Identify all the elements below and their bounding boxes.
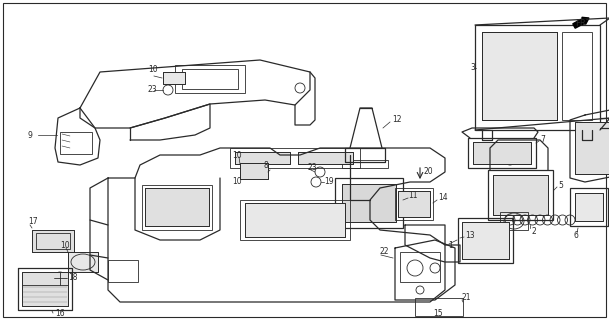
Bar [145, 188, 209, 226]
Bar [240, 163, 268, 179]
Bar [482, 32, 557, 120]
Bar [32, 230, 74, 252]
Bar [335, 178, 403, 228]
Bar [462, 222, 509, 259]
Text: 16: 16 [55, 309, 65, 318]
Text: 21: 21 [462, 293, 471, 302]
Bar [473, 142, 531, 164]
Bar [108, 260, 138, 282]
Bar [342, 184, 396, 222]
Bar [245, 203, 345, 237]
Bar [68, 252, 98, 272]
Bar [22, 272, 68, 306]
Bar [400, 252, 440, 282]
Text: 20: 20 [424, 167, 434, 177]
Bar [342, 184, 396, 222]
Bar [488, 170, 553, 220]
Text: 13: 13 [465, 230, 474, 239]
Text: 12: 12 [392, 116, 401, 124]
Bar [68, 252, 98, 272]
Text: 7: 7 [540, 135, 545, 145]
Bar [475, 25, 600, 130]
Text: 1: 1 [448, 242, 452, 251]
Bar [473, 142, 531, 164]
Text: 11: 11 [408, 190, 418, 199]
Bar [230, 148, 360, 168]
Bar [245, 203, 345, 237]
Text: 14: 14 [438, 194, 448, 203]
Text: 9: 9 [28, 131, 33, 140]
Text: 6: 6 [574, 230, 579, 239]
FancyArrow shape [573, 17, 589, 28]
Bar [60, 132, 92, 154]
Text: 22: 22 [380, 247, 390, 257]
Text: 10: 10 [232, 150, 242, 159]
Text: 23: 23 [307, 164, 317, 172]
Bar [482, 32, 557, 120]
Bar [468, 138, 536, 168]
Text: FR.: FR. [575, 20, 588, 28]
Bar [562, 32, 592, 120]
Bar [342, 160, 388, 168]
Text: 15: 15 [433, 309, 443, 318]
Bar [493, 175, 548, 215]
Text: 5: 5 [558, 180, 563, 189]
Text: 10: 10 [148, 66, 158, 75]
Bar [142, 185, 212, 230]
Text: 18: 18 [68, 274, 77, 283]
Text: 8: 8 [264, 161, 269, 170]
Bar [32, 230, 74, 252]
Bar [395, 188, 433, 220]
Bar [163, 72, 185, 84]
Bar [575, 122, 609, 174]
Bar [175, 65, 245, 93]
Bar [398, 191, 430, 217]
Bar [575, 193, 603, 221]
Bar [458, 218, 513, 263]
Bar [415, 298, 463, 316]
Text: 10: 10 [232, 178, 242, 187]
Bar [575, 122, 609, 174]
Bar [298, 152, 353, 164]
Bar [500, 212, 528, 230]
Text: 2: 2 [532, 228, 537, 236]
Bar [145, 188, 209, 226]
Bar [182, 69, 238, 89]
Bar [240, 163, 268, 179]
Bar [240, 200, 350, 240]
Bar [398, 191, 430, 217]
Bar [482, 32, 557, 120]
Text: 19: 19 [324, 178, 334, 187]
Bar [298, 152, 353, 164]
Bar [163, 72, 185, 84]
Text: 10: 10 [60, 241, 69, 250]
Text: 17: 17 [28, 218, 38, 227]
Text: 23: 23 [148, 85, 158, 94]
Bar [22, 272, 68, 306]
Bar [570, 188, 608, 226]
Bar [462, 222, 509, 259]
Text: 3: 3 [470, 63, 475, 73]
Bar [36, 233, 70, 249]
Bar [575, 193, 603, 221]
Bar [235, 152, 290, 164]
Bar [235, 152, 290, 164]
Bar [493, 175, 548, 215]
